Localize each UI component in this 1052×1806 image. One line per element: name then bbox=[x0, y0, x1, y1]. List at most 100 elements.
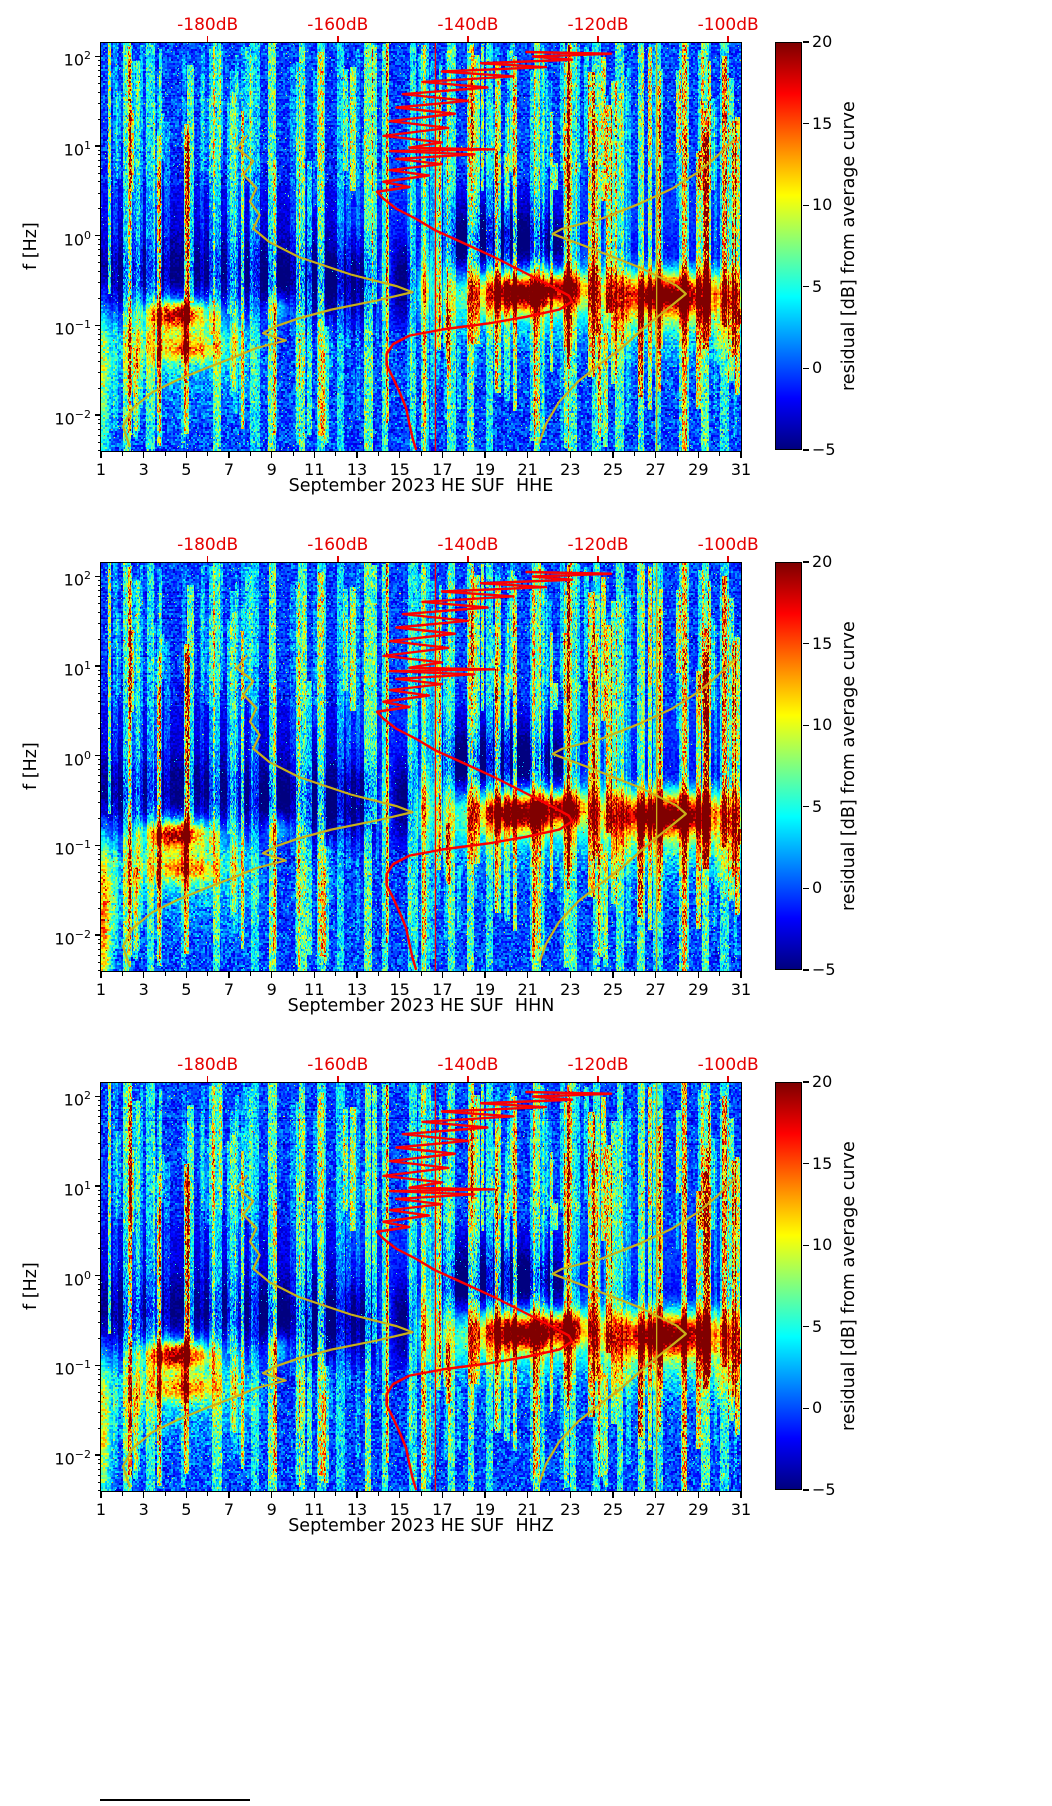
x-tick-label: 11 bbox=[304, 1500, 325, 1519]
y-minor-tick bbox=[97, 1289, 101, 1291]
y-minor-tick bbox=[97, 418, 101, 420]
x-tick-label: 7 bbox=[223, 460, 235, 479]
colorbar-tick-label: 15 bbox=[812, 633, 833, 653]
x-major-tick bbox=[100, 452, 102, 458]
x-minor-tick bbox=[676, 972, 678, 976]
y-tick-label: 10−2 bbox=[54, 928, 91, 949]
colorbar-tick bbox=[803, 286, 809, 288]
y-minor-tick bbox=[97, 333, 101, 335]
y-minor-tick bbox=[97, 423, 101, 425]
y-minor-tick bbox=[97, 1468, 101, 1470]
x-major-tick bbox=[228, 452, 230, 458]
plot-area: 102 101 100 10−1 10−2 1 3 5 7 9 11 13 15 17 19 21 23 25 27… bbox=[54, 1055, 758, 1519]
top-axis-tick bbox=[597, 556, 599, 562]
y-minor-tick bbox=[97, 701, 101, 703]
x-tick-label: 29 bbox=[688, 1500, 709, 1519]
x-minor-tick bbox=[463, 972, 465, 976]
x-major-tick bbox=[441, 972, 444, 978]
y-minor-tick bbox=[97, 679, 101, 681]
x-minor-tick bbox=[249, 972, 251, 976]
y-minor-tick bbox=[97, 954, 101, 956]
x-minor-tick bbox=[164, 972, 166, 976]
colorbar-tick-label: −5 bbox=[812, 440, 836, 459]
y-major-tick bbox=[95, 324, 101, 327]
y-minor-tick bbox=[97, 1131, 101, 1133]
x-minor-tick bbox=[292, 1492, 294, 1496]
y-minor-tick bbox=[97, 1199, 101, 1201]
y-minor-tick bbox=[97, 584, 101, 586]
y-minor-tick bbox=[97, 1205, 101, 1207]
top-axis-tick bbox=[337, 1076, 339, 1082]
plot-area: 102 101 100 10−1 10−2 1 3 5 7 9 11 13 15 17 19 21 23 25 27… bbox=[54, 15, 758, 479]
y-minor-tick bbox=[97, 1142, 101, 1144]
x-major-tick bbox=[740, 1492, 742, 1498]
x-tick-label: 7 bbox=[223, 980, 235, 999]
x-tick-label: 23 bbox=[560, 460, 581, 479]
top-axis-tick bbox=[727, 556, 729, 562]
x-minor-tick bbox=[420, 452, 422, 456]
top-axis-db-label: -140dB bbox=[437, 1055, 499, 1075]
y-major-tick bbox=[95, 844, 101, 847]
x-major-tick bbox=[398, 972, 401, 978]
colorbar-tick-label: 20 bbox=[812, 552, 833, 571]
x-minor-tick bbox=[676, 1492, 678, 1496]
y-minor-tick bbox=[97, 82, 101, 84]
x-tick-label: 13 bbox=[346, 980, 368, 999]
y-minor-tick bbox=[97, 728, 101, 730]
x-major-tick bbox=[526, 452, 529, 458]
top-axis-tick bbox=[467, 1076, 469, 1082]
y-minor-tick bbox=[97, 858, 101, 860]
y-minor-tick bbox=[97, 1391, 101, 1393]
colorbar-tick-label: 5 bbox=[812, 796, 823, 816]
y-minor-tick bbox=[97, 1302, 101, 1304]
colorbar-tick bbox=[803, 1162, 809, 1165]
y-minor-tick bbox=[97, 759, 101, 761]
spectrogram-heatmap bbox=[101, 43, 741, 451]
y-minor-tick bbox=[97, 1248, 101, 1250]
y-major-tick bbox=[95, 1364, 101, 1367]
x-minor-tick bbox=[676, 452, 678, 456]
x-tick-label: 15 bbox=[389, 1500, 410, 1519]
y-major-tick bbox=[95, 235, 101, 237]
x-minor-tick bbox=[420, 1492, 422, 1496]
x-tick-label: 27 bbox=[645, 460, 666, 479]
y-minor-tick bbox=[97, 360, 101, 362]
colorbar-tick-label: 0 bbox=[812, 1398, 823, 1418]
x-tick-label: 1 bbox=[95, 460, 107, 479]
x-minor-tick bbox=[548, 452, 550, 456]
x-tick-label: 23 bbox=[560, 980, 581, 999]
y-minor-tick bbox=[97, 441, 101, 443]
x-minor-tick bbox=[377, 972, 379, 976]
y-major-tick bbox=[95, 1454, 101, 1456]
colorbar-tick-label: −5 bbox=[812, 960, 836, 979]
y-tick-label: 102 bbox=[63, 49, 91, 70]
top-axis-tick bbox=[467, 36, 469, 42]
x-minor-tick bbox=[463, 452, 465, 456]
x-major-tick bbox=[612, 1492, 614, 1498]
y-minor-tick bbox=[97, 243, 101, 245]
y-minor-tick bbox=[97, 864, 101, 866]
top-axis-db-label: -140dB bbox=[437, 15, 499, 35]
y-minor-tick bbox=[97, 1458, 101, 1460]
y-minor-tick bbox=[97, 75, 101, 77]
y-minor-tick bbox=[97, 154, 101, 156]
y-minor-tick bbox=[97, 1221, 101, 1223]
y-minor-tick bbox=[97, 763, 101, 765]
y-minor-tick bbox=[97, 159, 101, 161]
x-minor-tick bbox=[505, 452, 507, 456]
x-tick-label: 25 bbox=[602, 1500, 624, 1519]
x-major-tick bbox=[441, 1492, 444, 1498]
colorbar-tick bbox=[803, 724, 809, 726]
y-minor-tick bbox=[97, 181, 101, 183]
y-minor-tick bbox=[97, 580, 101, 582]
y-minor-tick bbox=[97, 782, 101, 784]
y-minor-tick bbox=[97, 1337, 101, 1339]
y-major-tick bbox=[95, 1185, 101, 1187]
x-tick-label: 21 bbox=[517, 460, 538, 479]
x-major-tick bbox=[270, 1492, 273, 1498]
y-minor-tick bbox=[97, 1400, 101, 1402]
x-tick-label: 25 bbox=[602, 980, 624, 999]
colorbar-tick-label: 10 bbox=[812, 715, 833, 735]
top-axis-db-label: -120dB bbox=[567, 535, 629, 555]
y-axis-title: f [Hz] bbox=[21, 222, 41, 270]
